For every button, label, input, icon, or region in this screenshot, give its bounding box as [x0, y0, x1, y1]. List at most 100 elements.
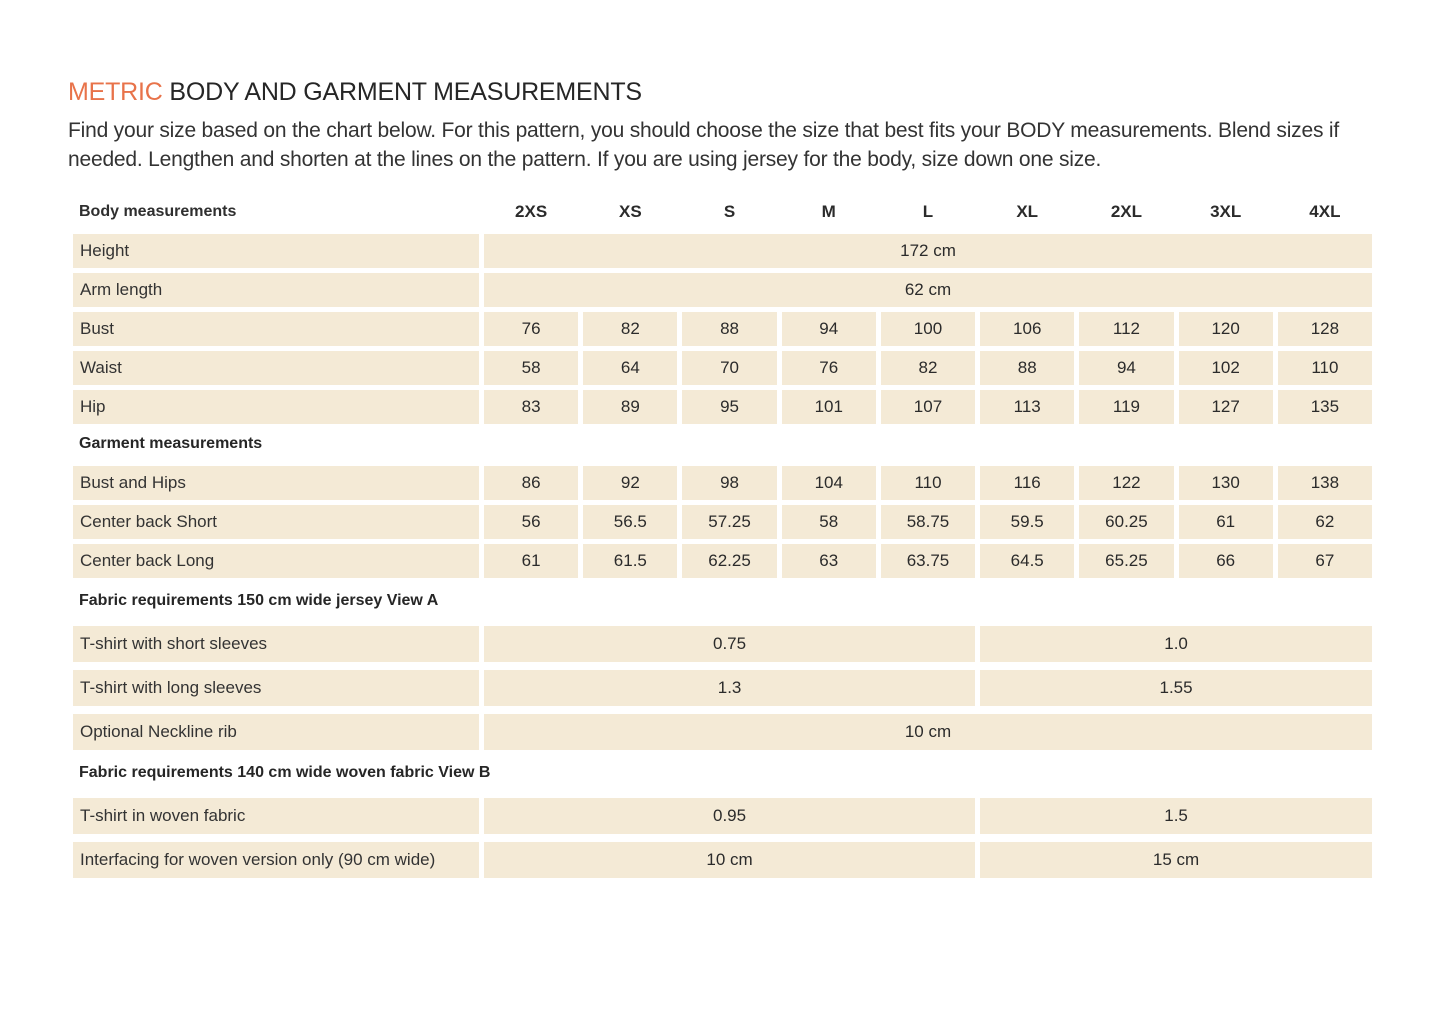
value-cell: 94	[1079, 351, 1174, 385]
table-row: Bust and Hips 86 92 98 104 110 116 122 130 138	[73, 466, 1372, 500]
value-cell: 88	[682, 312, 777, 346]
row-label: Hip	[73, 390, 479, 424]
value-cell: 102	[1178, 351, 1273, 385]
value-cell: 66	[1178, 544, 1273, 578]
row-label: Center back Short	[73, 505, 479, 539]
value-cell: 110	[1277, 351, 1372, 385]
value-cell: 86	[484, 466, 579, 500]
value-cell: 120	[1178, 312, 1273, 346]
value-cell: 15 cm	[980, 842, 1372, 878]
value-cell: 1.0	[980, 626, 1372, 662]
row-label: Center back Long	[73, 544, 479, 578]
value-cell: 58.75	[880, 505, 976, 539]
value-cell: 76	[781, 351, 876, 385]
row-label: T-shirt in woven fabric	[73, 798, 479, 834]
value-cell: 0.95	[484, 798, 976, 834]
value-cell: 100	[880, 312, 976, 346]
value-cell: 92	[583, 466, 678, 500]
table-row: T-shirt in woven fabric 0.95 1.5	[73, 798, 1372, 834]
size-column-header: 4XL	[1309, 201, 1341, 221]
value-cell: 94	[781, 312, 876, 346]
value-cell: 106	[980, 312, 1075, 346]
value-cell: 61.5	[583, 544, 678, 578]
row-label: Height	[73, 234, 479, 268]
measurement-table: Body measurements 2XS XS S M L XL 2XL 3XL 4XL He…	[73, 198, 1372, 878]
value-cell: 70	[682, 351, 777, 385]
size-column-header: XS	[618, 201, 642, 221]
value-cell: 119	[1079, 390, 1174, 424]
value-cell: 10 cm	[484, 842, 976, 878]
value-cell: 107	[880, 390, 976, 424]
value-cell: 101	[781, 390, 876, 424]
table-row: Center back Short 56 56.5 57.25 58 58.75 59.5 6…	[73, 505, 1372, 539]
row-label: Bust	[73, 312, 479, 346]
value-cell: 62	[1277, 505, 1372, 539]
table-row: Height 172 cm	[73, 234, 1372, 268]
table-header-row: Body measurements 2XS XS S M L XL 2XL 3XL 4XL	[73, 198, 1372, 225]
table-row: Interfacing for woven version only (90 c…	[73, 842, 1372, 878]
value-cell: 63.75	[880, 544, 976, 578]
value-cell: 135	[1277, 390, 1372, 424]
page-title-accent: METRIC	[68, 78, 163, 106]
value-cell: 82	[583, 312, 678, 346]
size-column-header: XL	[1016, 201, 1039, 221]
value-cell: 172 cm	[484, 234, 1372, 268]
value-cell: 83	[484, 390, 579, 424]
value-cell: 62.25	[682, 544, 777, 578]
value-cell: 104	[781, 466, 876, 500]
value-cell: 10 cm	[484, 714, 1372, 750]
value-cell: 61	[484, 544, 579, 578]
size-column-header: L	[922, 201, 934, 221]
value-cell: 76	[484, 312, 579, 346]
value-cell: 61	[1178, 505, 1273, 539]
value-cell: 65.25	[1079, 544, 1174, 578]
table-row: Waist 58 64 70 76 82 88 94 102 110	[73, 351, 1372, 385]
value-cell: 88	[980, 351, 1075, 385]
table-row: Center back Long 61 61.5 62.25 63 63.75 64.5 65…	[73, 544, 1372, 578]
value-cell: 110	[880, 466, 976, 500]
table-row: Hip 83 89 95 101 107 113 119 127 135	[73, 390, 1372, 424]
value-cell: 98	[682, 466, 777, 500]
value-cell: 1.5	[980, 798, 1372, 834]
table-row: T-shirt with short sleeves 0.75 1.0	[73, 626, 1372, 662]
value-cell: 116	[980, 466, 1075, 500]
value-cell: 138	[1277, 466, 1372, 500]
value-cell: 63	[781, 544, 876, 578]
value-cell: 58	[484, 351, 579, 385]
value-cell: 1.55	[980, 670, 1372, 706]
value-cell: 127	[1178, 390, 1273, 424]
row-label: Arm length	[73, 273, 479, 307]
table-row: Bust 76 82 88 94 100 106 112 120 128	[73, 312, 1372, 346]
value-cell: 60.25	[1079, 505, 1174, 539]
table-header-label: Body measurements	[79, 202, 237, 220]
size-column-header: S	[723, 201, 736, 221]
page-title: METRIC BODY AND GARMENT MEASUREMENTS	[68, 78, 1445, 107]
value-cell: 89	[583, 390, 678, 424]
table-row: Arm length 62 cm	[73, 273, 1372, 307]
table-row: T-shirt with long sleeves 1.3 1.55	[73, 670, 1372, 706]
value-cell: 67	[1277, 544, 1372, 578]
size-column-header: M	[821, 201, 836, 221]
size-column-header: 3XL	[1210, 201, 1242, 221]
section-header: Fabric requirements 140 cm wide woven fa…	[79, 764, 491, 781]
value-cell: 82	[880, 351, 976, 385]
intro-paragraph: Find your size based on the chart below.…	[68, 119, 1339, 171]
value-cell: 113	[980, 390, 1075, 424]
value-cell: 1.3	[484, 670, 976, 706]
row-label: Waist	[73, 351, 479, 385]
table-row: Optional Neckline rib 10 cm	[73, 714, 1372, 750]
value-cell: 59.5	[980, 505, 1075, 539]
size-column-header: 2XS	[515, 201, 548, 221]
row-label: Optional Neckline rib	[73, 714, 479, 750]
value-cell: 130	[1178, 466, 1273, 500]
value-cell: 128	[1277, 312, 1372, 346]
value-cell: 58	[781, 505, 876, 539]
value-cell: 122	[1079, 466, 1174, 500]
value-cell: 0.75	[484, 626, 976, 662]
document-page: METRIC BODY AND GARMENT MEASUREMENTS Fin…	[0, 78, 1445, 1018]
row-label: T-shirt with short sleeves	[73, 626, 479, 662]
value-cell: 62 cm	[484, 273, 1372, 307]
value-cell: 64	[583, 351, 678, 385]
row-label: T-shirt with long sleeves	[73, 670, 479, 706]
section-header: Fabric requirements 150 cm wide jersey V…	[79, 592, 439, 609]
